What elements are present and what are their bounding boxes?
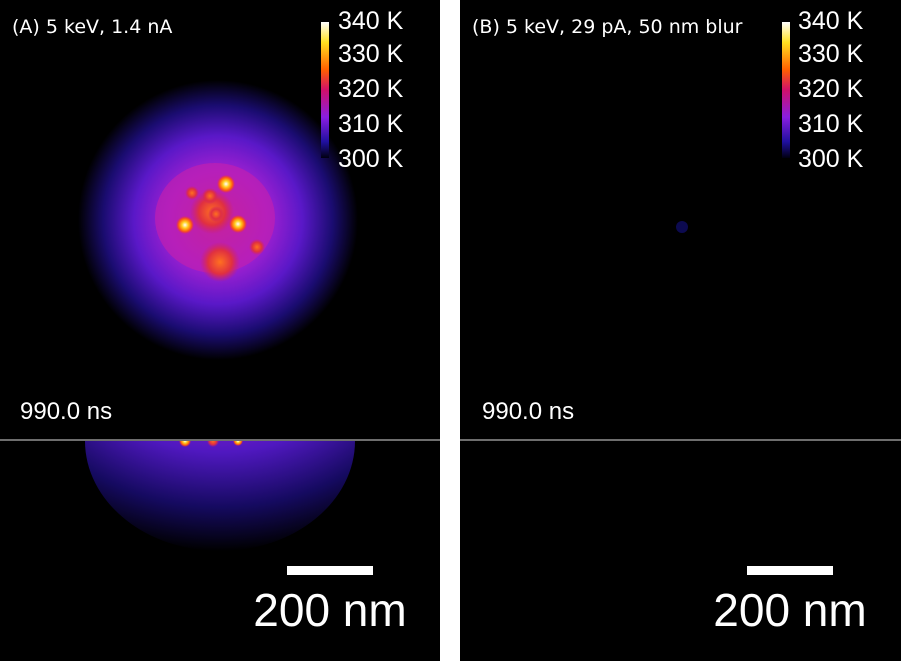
colorbar-label: 330 K [338,40,404,68]
colorbar-label: 340 K [798,7,864,35]
panel-label: (A) 5 keV, 1.4 nA [12,16,172,38]
colorbar [782,22,790,158]
colorbar-label: 300 K [798,145,864,173]
colorbar-label: 330 K [798,40,864,68]
scale-bar-label: 200 nm [253,584,406,636]
heat-spot [676,221,688,233]
colorbar-label: 310 K [798,110,864,138]
scale-bar-label: 200 nm [713,584,866,636]
scale-bar [287,566,373,575]
time-label: 990.0 ns [20,398,112,425]
colorbar-label: 340 K [338,7,404,35]
scale-bar [747,566,833,575]
panel-gap [440,0,460,661]
colorbar [321,22,329,158]
colorbar-label: 320 K [798,75,864,103]
panel-label: (B) 5 keV, 29 pA, 50 nm blur [472,16,743,38]
heat-map-top [78,80,358,360]
heat-map-cross-section [85,441,355,551]
colorbar-label: 320 K [338,75,404,103]
colorbar-label: 300 K [338,145,404,173]
time-label: 990.0 ns [482,398,574,425]
panel-b-background [460,0,901,661]
colorbar-label: 310 K [338,110,404,138]
